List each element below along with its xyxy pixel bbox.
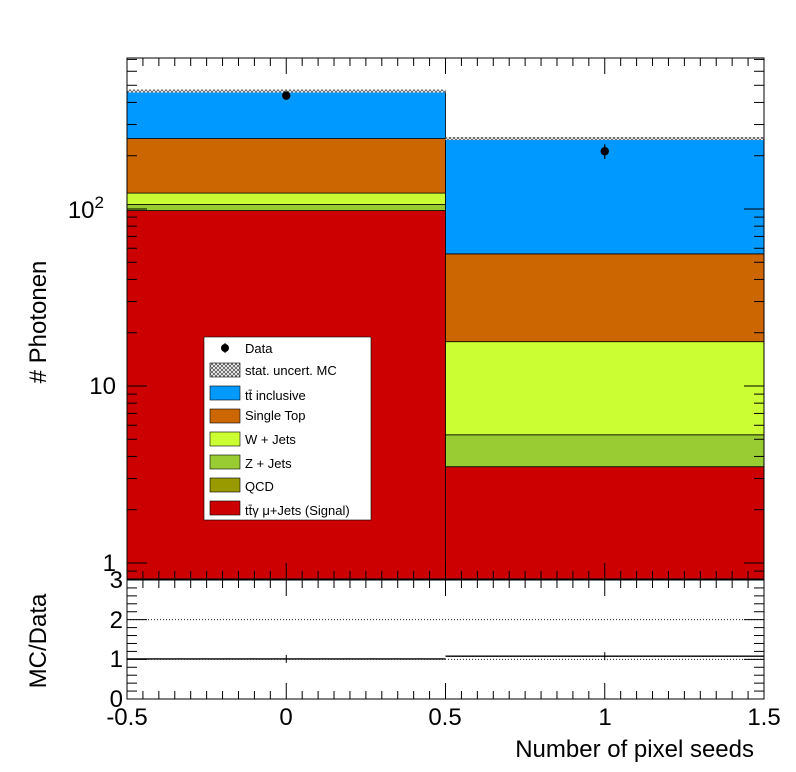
bar-segment-bin1-series3 [445,341,765,436]
legend-label-data: Data [245,341,273,356]
legend-entry-ttbar-inclusive: tt̄ inclusive [209,385,306,403]
x-tick-label-neg0.5: -0.5 [106,704,147,731]
y-tick-label-10: 10 [89,373,116,400]
ratio-plot-frame [126,579,765,700]
legend-swatch-uncert [209,362,241,378]
legend-entry-z-jets: Z + Jets [209,454,292,471]
ratio-reference-lines [127,619,764,660]
legend-entry-stat-uncert: stat. uncert. MC [209,362,337,378]
legend-swatch-ttbar [209,385,241,401]
legend-label-signal: tt̄γ μ+Jets (Signal) [245,503,350,518]
legend-entry-data: Data [221,341,273,356]
y-tick-label-100: 102 [68,193,104,224]
x-tick-label-1.5: 1.5 [747,704,780,731]
legend-entry-signal: tt̄γ μ+Jets (Signal) [209,500,350,518]
legend-label-z-jets: Z + Jets [245,456,292,471]
main-axis-ticks [126,58,765,579]
legend-swatch-z-jets [209,454,241,470]
bar-segment-bin0-series3 [126,192,446,205]
legend-entry-qcd: QCD [209,477,274,494]
ratio-values [127,652,764,663]
x-tick-label-0: 0 [279,704,292,731]
ratio-axis-ticks [126,579,765,700]
stacked-bars [126,90,765,580]
mc-uncertainty-bands [127,89,764,141]
ratio-y-tick-2: 2 [110,607,123,634]
legend-label-single-top: Single Top [245,408,305,423]
y-axis-title: # Photonen [25,261,52,384]
legend-swatch-single-top [209,408,241,424]
legend-label-qcd: QCD [245,479,274,494]
ratio-plot-area [126,579,765,700]
bar-segment-bin0-series4 [126,138,446,194]
mc-uncertainty-bin1 [445,136,764,141]
ratio-y-tick-3: 3 [110,567,123,594]
legend-swatch-qcd [209,477,241,493]
bar-segment-bin1-series2 [445,434,765,468]
x-axis-title: Number of pixel seeds [515,736,754,763]
data-point-1 [600,147,609,156]
legend: Data stat. uncert. MC tt̄ inclusive Sing… [203,336,372,521]
bar-segment-bin0-series2 [126,204,446,211]
data-points [282,91,609,159]
legend-entry-w-jets: W + Jets [209,431,296,447]
legend-label-stat-uncert: stat. uncert. MC [245,363,337,378]
legend-swatch-signal [209,500,241,516]
x-tick-label-0.5: 0.5 [428,704,461,731]
legend-label-ttbar-inclusive: tt̄ inclusive [245,388,306,403]
bar-segment-bin1-series4 [445,253,765,343]
data-point-0 [282,91,291,100]
legend-swatch-w-jets [209,431,241,447]
main-plot-area [126,57,765,580]
ratio-y-tick-0: 0 [110,686,123,713]
bar-segment-bin1-series0 [445,466,765,580]
y-tick-label-1: 1 [103,550,116,577]
x-tick-label-1: 1 [598,704,611,731]
mc-uncertainty-bin0 [127,89,446,93]
ratio-y-tick-1: 1 [110,646,123,673]
ratio-y-axis-title: MC/Data [25,593,52,688]
legend-label-w-jets: W + Jets [245,432,296,447]
legend-entry-single-top: Single Top [209,408,305,424]
